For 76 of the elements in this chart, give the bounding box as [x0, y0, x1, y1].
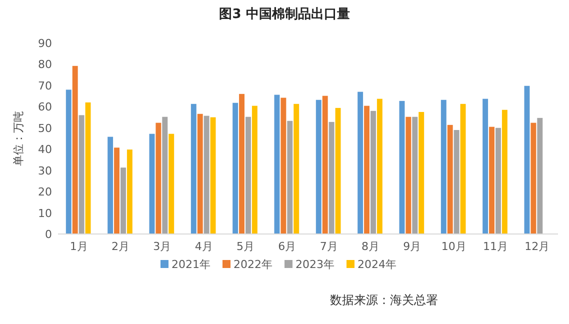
y-tick-label: 0 [45, 228, 52, 241]
bar [328, 122, 334, 234]
bar [280, 98, 286, 234]
x-tick-label: 1月 [70, 240, 88, 253]
y-axis-title: 单位：万吨 [12, 111, 25, 166]
y-tick-label: 20 [38, 186, 52, 199]
bar [364, 106, 370, 234]
legend-label: 2024年 [358, 258, 396, 271]
legend-label: 2021年 [172, 258, 210, 271]
x-tick-label: 6月 [278, 240, 296, 253]
bar [66, 90, 72, 234]
y-tick-label: 10 [38, 206, 52, 220]
y-tick-label: 90 [38, 37, 52, 50]
x-tick-label: 2月 [112, 240, 130, 253]
bar [78, 115, 84, 234]
y-tick-label: 50 [38, 122, 52, 135]
bar [108, 136, 114, 234]
y-tick-label: 60 [38, 100, 52, 114]
x-tick-label: 7月 [320, 240, 338, 253]
bar [252, 106, 258, 234]
bar [370, 110, 376, 234]
bar [246, 116, 251, 234]
bar [316, 100, 322, 234]
bar [190, 104, 196, 234]
bar [85, 102, 91, 234]
bar [412, 116, 418, 234]
bar [489, 126, 494, 234]
bar [322, 96, 328, 234]
bar [239, 94, 244, 234]
x-tick-label: 5月 [236, 240, 254, 253]
x-tick-label: 10月 [441, 240, 466, 253]
bar [210, 117, 216, 234]
bar [287, 120, 293, 234]
bar [524, 86, 530, 234]
legend-label: 2023年 [296, 258, 334, 271]
y-tick-label: 40 [38, 143, 52, 156]
bar [126, 150, 132, 234]
bar [72, 66, 78, 234]
bar [530, 122, 536, 234]
y-tick-label: 80 [38, 58, 52, 72]
bar [496, 128, 501, 234]
source-note: 数据来源：海关总署 [330, 293, 438, 307]
bar [376, 98, 382, 234]
bar [197, 114, 203, 234]
bar [162, 116, 168, 234]
bar [120, 168, 126, 234]
y-tick-label: 70 [38, 79, 52, 92]
bar [149, 134, 155, 234]
bar [274, 94, 280, 234]
x-tick-label: 11月 [483, 240, 508, 253]
bar [204, 116, 210, 234]
bar [335, 108, 341, 234]
bar [399, 100, 405, 234]
bar [418, 112, 424, 234]
bar [447, 124, 453, 234]
x-tick-label: 3月 [153, 240, 172, 253]
x-tick-label: 9月 [403, 240, 422, 253]
bar [358, 92, 364, 234]
y-tick-label: 30 [38, 164, 52, 178]
bar [482, 98, 488, 234]
chart-title: 图3 中国棉制品出口量 [219, 7, 350, 22]
bar [537, 118, 543, 234]
x-tick-label: 12月 [524, 240, 550, 253]
bar [156, 122, 162, 234]
bar [454, 130, 460, 234]
bar [114, 148, 120, 234]
bar [440, 100, 446, 234]
bar [406, 116, 412, 234]
legend-label: 2022年 [234, 258, 272, 271]
bar [502, 110, 508, 234]
x-tick-label: 4月 [194, 240, 213, 253]
bar [460, 104, 466, 234]
bar [168, 134, 174, 234]
x-tick-label: 8月 [362, 240, 380, 253]
bar [232, 102, 238, 234]
bar [294, 104, 300, 234]
